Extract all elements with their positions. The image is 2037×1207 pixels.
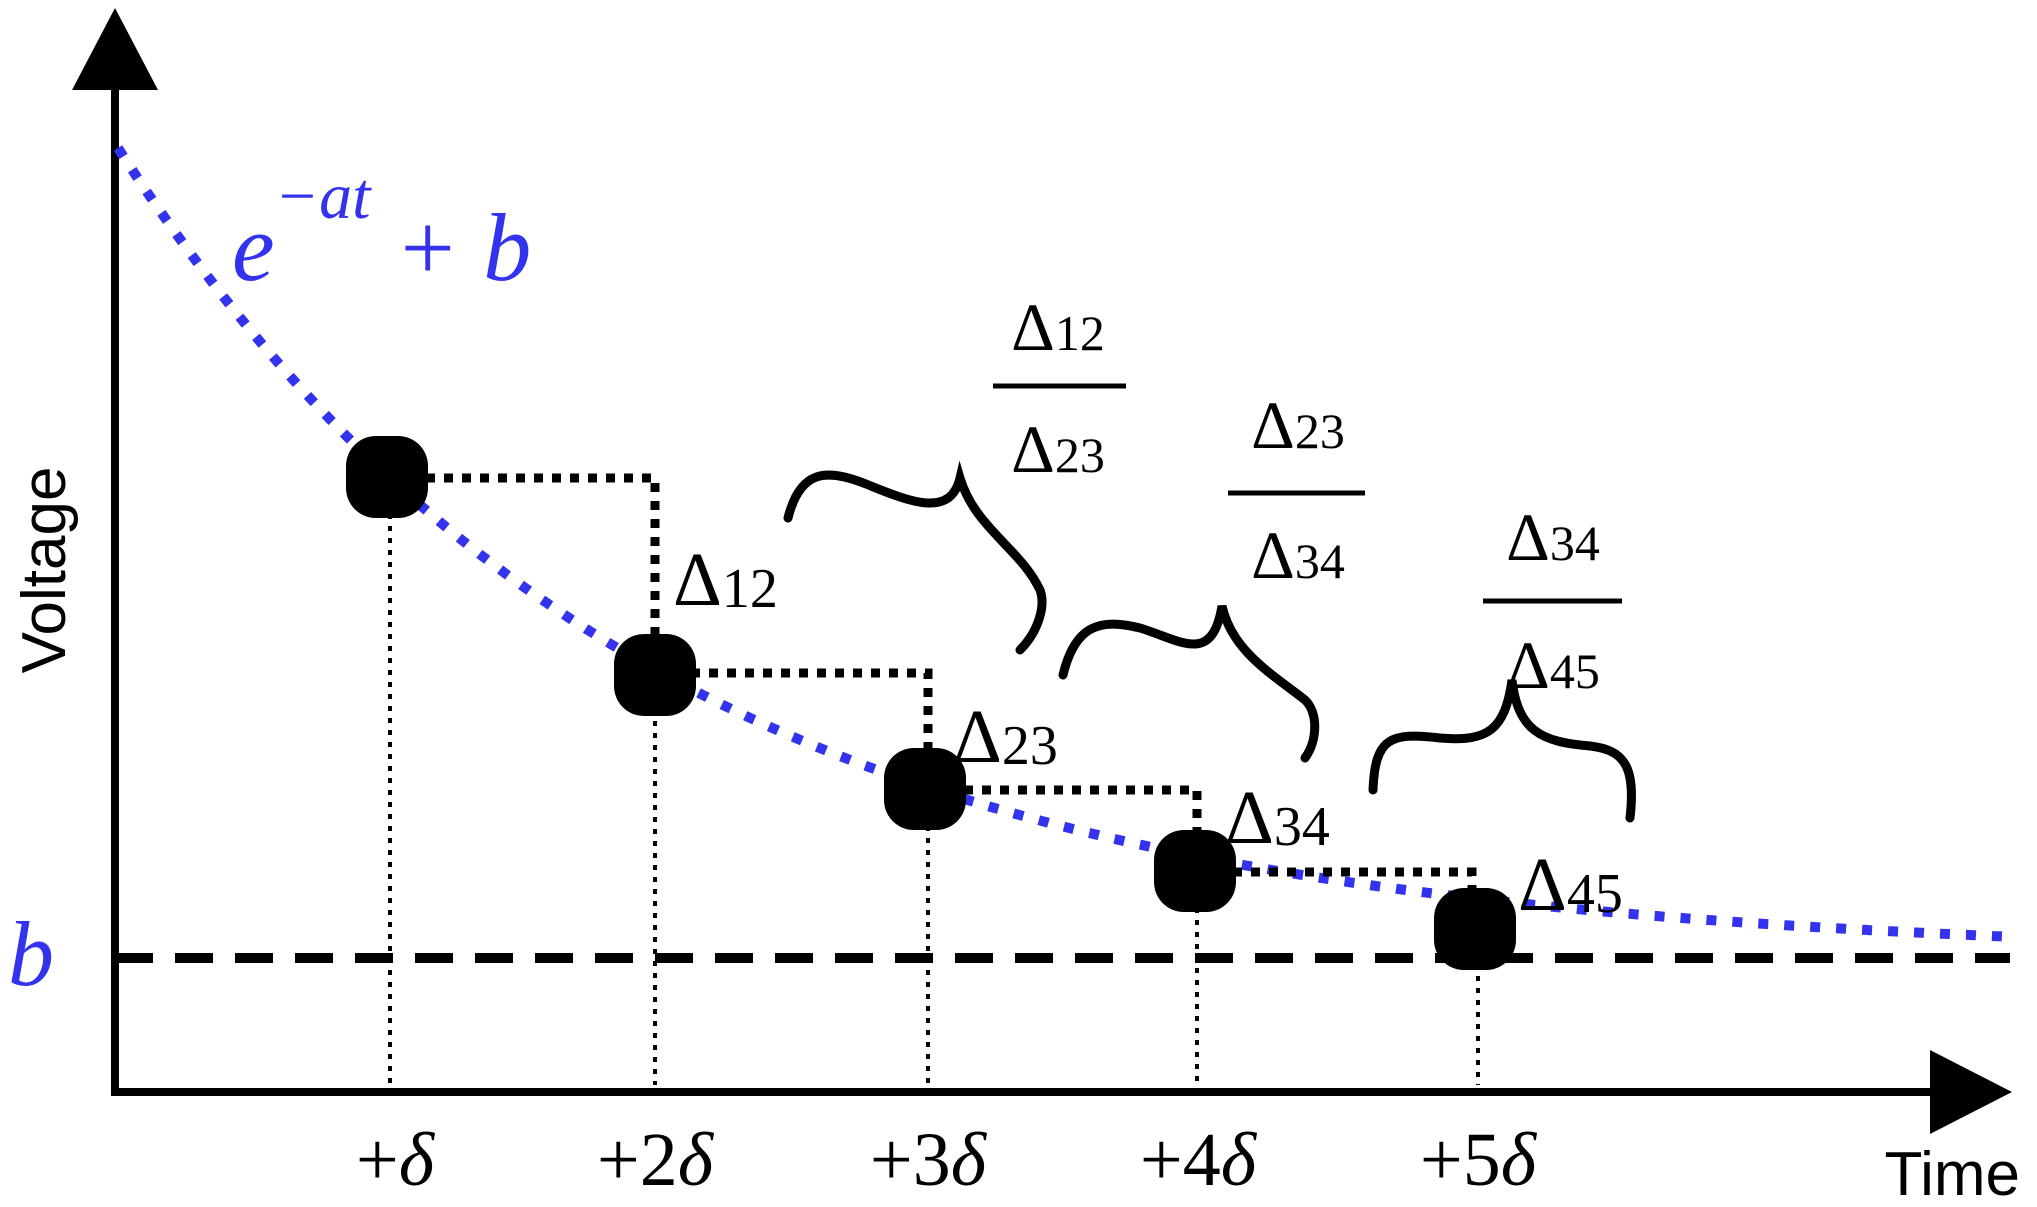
sample-point [884, 748, 966, 830]
sample-point [1154, 830, 1236, 912]
svg-text:Δ23: Δ23 [1251, 387, 1345, 463]
svg-text:Δ34: Δ34 [1506, 499, 1600, 575]
tick-label: +δ [356, 1118, 436, 1202]
curly-brace [783, 460, 1047, 655]
delta-labels: Δ12 Δ23 Δ34 Δ45 [673, 538, 1623, 927]
formula-tail: + b [370, 194, 531, 301]
ratio-label: Δ34 Δ45 [1483, 499, 1622, 703]
curly-brace [1368, 679, 1636, 823]
tick-label: +4δ [1140, 1118, 1258, 1202]
tick-labels: +δ +2δ +3δ +4δ +5δ [356, 1118, 1538, 1202]
x-axis-arrowhead [1930, 1050, 2012, 1134]
ratio-labels: Δ12 Δ23 Δ23 Δ34 Δ34 Δ45 [993, 289, 1622, 703]
sample-points [346, 436, 1516, 970]
ratio-label: Δ23 Δ34 [1228, 387, 1365, 593]
ratio-label: Δ12 Δ23 [993, 289, 1126, 487]
delta-label: Δ12 [673, 538, 778, 622]
curly-braces [783, 460, 1636, 823]
formula-exponent: −at [275, 160, 373, 233]
decay-curve [113, 145, 2003, 942]
formula-base: e [232, 194, 275, 301]
sample-point [614, 634, 696, 716]
sample-point [346, 436, 428, 518]
svg-text:Δ23: Δ23 [1011, 411, 1105, 487]
svg-text:Δ12: Δ12 [1011, 289, 1105, 365]
x-axis-label: Time [1885, 1140, 2020, 1207]
y-axis-arrowhead [72, 8, 158, 90]
svg-text:Δ45: Δ45 [1506, 627, 1600, 703]
sample-point [1434, 888, 1516, 970]
svg-text:Δ34: Δ34 [1251, 517, 1345, 593]
asymptote-label: b [8, 903, 54, 1005]
y-axis-label: Voltage [10, 467, 79, 674]
delta-label: Δ34 [1225, 776, 1330, 860]
step-guide [1197, 867, 1477, 928]
curly-brace [1058, 604, 1320, 763]
delta-label: Δ23 [953, 695, 1058, 779]
delta-label: Δ45 [1518, 843, 1623, 927]
formula-label: e−at + b [232, 160, 531, 301]
tick-label: +5δ [1420, 1118, 1538, 1202]
tick-label: +2δ [597, 1118, 715, 1202]
tick-label: +3δ [870, 1118, 988, 1202]
